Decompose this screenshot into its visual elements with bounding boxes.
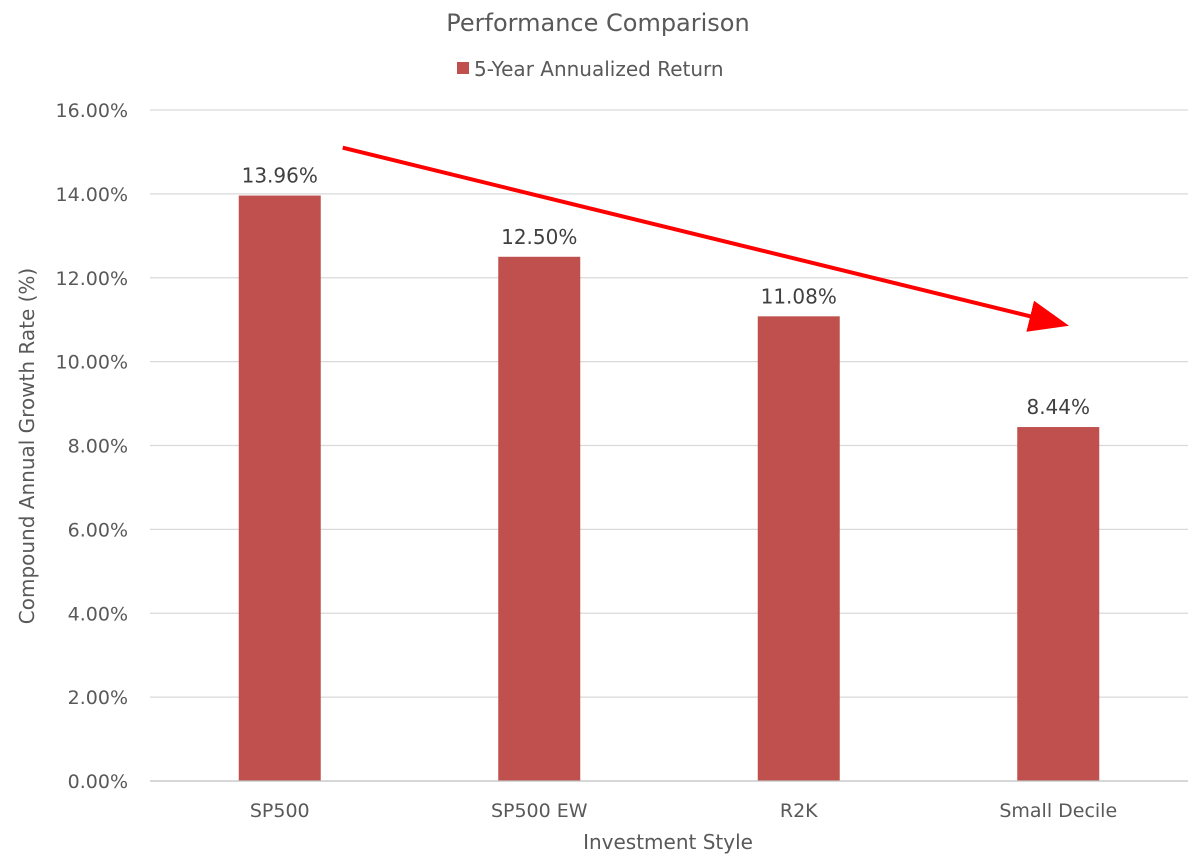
bars [238, 195, 1100, 782]
legend-swatch [457, 62, 469, 74]
y-tick-label: 16.00% [56, 100, 128, 122]
x-tick-label: SP500 [250, 800, 310, 822]
bar [238, 195, 321, 782]
x-tick-label: R2K [780, 800, 818, 822]
trend-arrow [342, 145, 1070, 332]
chart-title: Performance Comparison [446, 9, 749, 37]
y-axis-ticks: 0.00% 2.00% 4.00% 6.00% 8.00% 10.00% 12.00% 14.… [56, 100, 128, 793]
x-tick-label: Small Decile [999, 800, 1117, 822]
y-tick-label: 6.00% [68, 519, 128, 541]
data-label: 13.96% [242, 164, 318, 188]
bar [757, 316, 840, 781]
legend: 5-Year Annualized Return [457, 57, 724, 81]
y-tick-label: 4.00% [68, 603, 128, 625]
y-tick-label: 0.00% [68, 771, 128, 793]
y-tick-label: 10.00% [56, 352, 128, 374]
data-labels: 13.96% 12.50% 11.08% 8.44% [242, 164, 1090, 419]
legend-label: 5-Year Annualized Return [474, 57, 724, 81]
x-axis-title: Investment Style [583, 830, 753, 854]
y-tick-label: 2.00% [68, 687, 128, 709]
y-tick-label: 12.00% [56, 268, 128, 290]
data-label: 11.08% [761, 284, 837, 308]
data-label: 8.44% [1026, 395, 1090, 419]
bar [1017, 427, 1100, 781]
gridlines [150, 109, 1188, 698]
y-tick-label: 14.00% [56, 184, 128, 206]
x-tick-label: SP500 EW [491, 800, 588, 822]
data-label: 12.50% [501, 225, 577, 249]
y-axis-title: Compound Annual Growth Rate (%) [15, 268, 39, 624]
x-axis-ticks: SP500 SP500 EW R2K Small Decile [250, 800, 1117, 822]
bar [498, 256, 581, 781]
y-tick-label: 8.00% [68, 436, 128, 458]
